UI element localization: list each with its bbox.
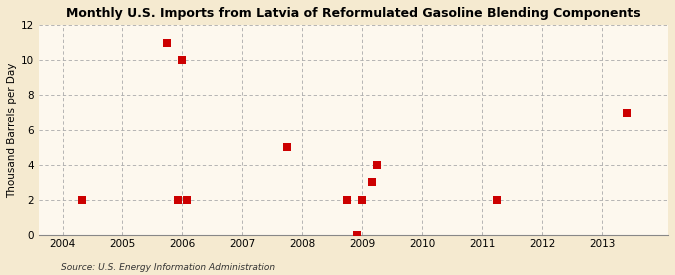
Point: [162, 40, 173, 45]
Y-axis label: Thousand Barrels per Day: Thousand Barrels per Day: [7, 62, 17, 198]
Point: [182, 197, 192, 202]
Point: [357, 197, 368, 202]
Point: [352, 232, 363, 237]
Point: [622, 110, 632, 115]
Text: Source: U.S. Energy Information Administration: Source: U.S. Energy Information Administ…: [61, 263, 275, 272]
Point: [282, 145, 293, 150]
Point: [342, 197, 353, 202]
Point: [367, 180, 378, 185]
Point: [492, 197, 503, 202]
Point: [77, 197, 88, 202]
Point: [177, 58, 188, 62]
Title: Monthly U.S. Imports from Latvia of Reformulated Gasoline Blending Components: Monthly U.S. Imports from Latvia of Refo…: [66, 7, 641, 20]
Point: [372, 163, 383, 167]
Point: [172, 197, 183, 202]
